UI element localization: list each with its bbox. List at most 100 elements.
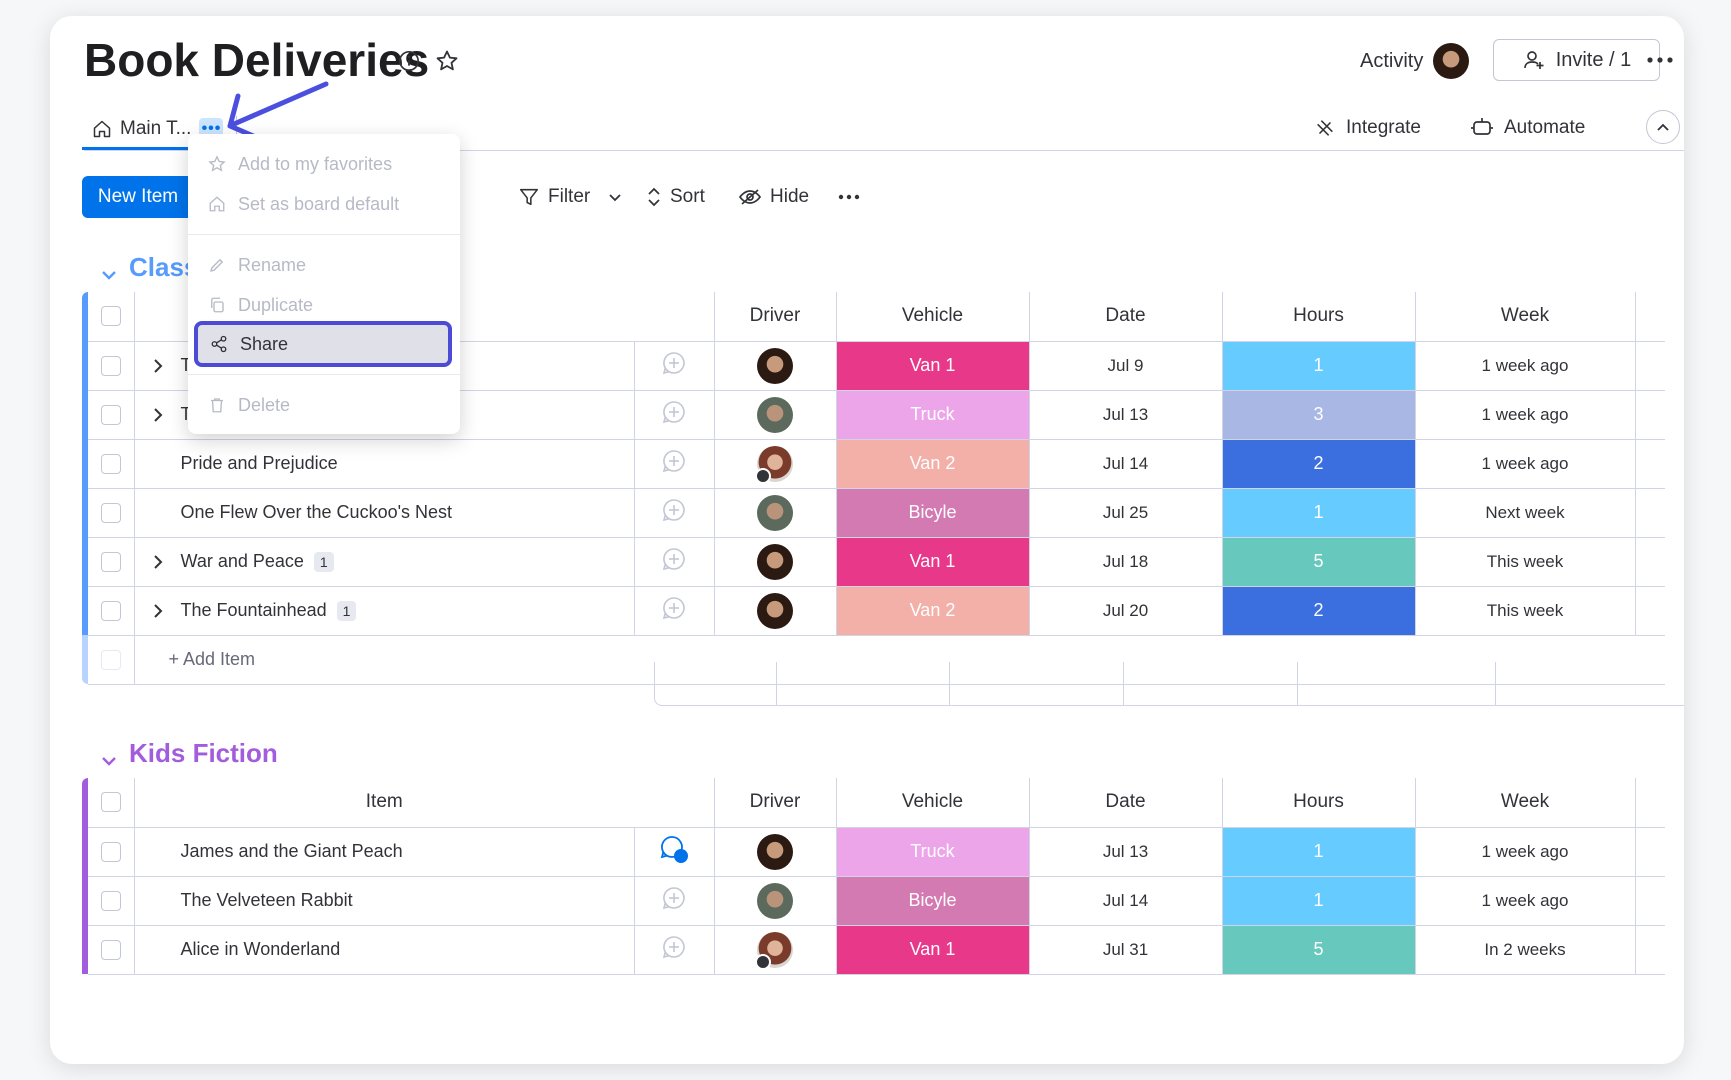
automate-button[interactable]: Automate	[1470, 110, 1585, 146]
driver-avatar[interactable]	[757, 833, 793, 870]
driver-cell[interactable]	[714, 341, 837, 391]
board-title[interactable]: Book Deliveries	[84, 34, 430, 86]
column-header-hours[interactable]: Hours	[1222, 292, 1416, 342]
row-checkbox[interactable]	[88, 341, 135, 391]
expand-subitems-icon[interactable]	[152, 554, 164, 570]
item-name-cell[interactable]: James and the Giant Peach	[134, 827, 635, 877]
column-header-vehicle[interactable]: Vehicle	[836, 292, 1030, 342]
row-checkbox[interactable]	[88, 925, 135, 975]
info-icon[interactable]	[392, 44, 426, 78]
vehicle-status-cell[interactable]: Van 2	[836, 586, 1030, 636]
hours-cell[interactable]: 1	[1222, 827, 1416, 877]
table-row[interactable]: Alice in Wonderland Van 1 Jul 31 5 In 2 week…	[82, 925, 1665, 975]
table-row[interactable]: One Flew Over the Cuckoo's Nest Bicyle Jul…	[82, 488, 1665, 538]
hours-cell[interactable]: 3	[1222, 390, 1416, 440]
updates-icon[interactable]	[634, 876, 715, 926]
date-cell[interactable]: Jul 13	[1029, 390, 1223, 440]
new-item-button[interactable]: New Item	[82, 176, 194, 218]
chevron-down-icon[interactable]	[608, 192, 622, 202]
driver-cell[interactable]	[714, 488, 837, 538]
column-header-driver[interactable]: Driver	[714, 292, 837, 342]
group-title[interactable]: Class	[129, 252, 199, 282]
vehicle-status-cell[interactable]: Van 1	[836, 537, 1030, 587]
row-checkbox[interactable]	[88, 488, 135, 538]
driver-cell[interactable]	[714, 390, 837, 440]
hours-cell[interactable]: 5	[1222, 925, 1416, 975]
date-cell[interactable]: Jul 25	[1029, 488, 1223, 538]
vehicle-status-cell[interactable]: Van 1	[836, 341, 1030, 391]
date-cell[interactable]: Jul 9	[1029, 341, 1223, 391]
date-cell[interactable]: Jul 31	[1029, 925, 1223, 975]
week-cell[interactable]: 1 week ago	[1415, 439, 1636, 489]
date-cell[interactable]: Jul 20	[1029, 586, 1223, 636]
group-title[interactable]: Kids Fiction	[129, 738, 278, 768]
row-checkbox[interactable]	[88, 537, 135, 587]
column-header-date[interactable]: Date	[1029, 778, 1223, 828]
menu-item-share[interactable]: Share	[194, 321, 452, 367]
column-header-vehicle[interactable]: Vehicle	[836, 778, 1030, 828]
expand-subitems-icon[interactable]	[152, 407, 164, 423]
driver-avatar[interactable]	[757, 882, 793, 919]
menu-item-duplicate[interactable]: Duplicate	[188, 285, 460, 325]
updates-icon[interactable]	[634, 341, 715, 391]
table-row[interactable]: Pride and Prejudice Van 2 Jul 14 2 1 week ag…	[82, 439, 1665, 489]
driver-avatar[interactable]	[755, 931, 793, 970]
driver-cell[interactable]	[714, 586, 837, 636]
more-options-icon[interactable]	[1642, 42, 1678, 78]
menu-item-add-to-my-favorites[interactable]: Add to my favorites	[188, 144, 460, 184]
vehicle-status-cell[interactable]: Bicyle	[836, 488, 1030, 538]
column-header-week[interactable]: Week	[1415, 778, 1636, 828]
hours-cell[interactable]: 2	[1222, 439, 1416, 489]
item-name-cell[interactable]: War and Peace 1	[134, 537, 635, 587]
activity-button[interactable]: Activity	[1360, 42, 1470, 80]
week-cell[interactable]: In 2 weeks	[1415, 925, 1636, 975]
menu-item-set-as-board-default[interactable]: Set as board default	[188, 184, 460, 224]
vehicle-status-cell[interactable]: Van 1	[836, 925, 1030, 975]
select-all-checkbox[interactable]	[88, 778, 135, 828]
updates-icon[interactable]	[634, 439, 715, 489]
driver-avatar[interactable]	[757, 396, 793, 433]
updates-icon[interactable]	[634, 537, 715, 587]
hours-cell[interactable]: 1	[1222, 876, 1416, 926]
driver-avatar[interactable]	[757, 592, 793, 629]
date-cell[interactable]: Jul 18	[1029, 537, 1223, 587]
table-row[interactable]: James and the Giant Peach Truck Jul 13 1 1 w…	[82, 827, 1665, 877]
date-cell[interactable]: Jul 13	[1029, 827, 1223, 877]
vehicle-status-cell[interactable]: Truck	[836, 827, 1030, 877]
hide-button[interactable]: Hide	[738, 178, 809, 216]
column-header-week[interactable]: Week	[1415, 292, 1636, 342]
driver-cell[interactable]	[714, 925, 837, 975]
subitem-count-badge[interactable]: 1	[313, 551, 334, 572]
updates-icon[interactable]	[634, 390, 715, 440]
vehicle-status-cell[interactable]: Bicyle	[836, 876, 1030, 926]
item-name-cell[interactable]: Alice in Wonderland	[134, 925, 635, 975]
date-cell[interactable]: Jul 14	[1029, 876, 1223, 926]
star-icon[interactable]	[430, 44, 464, 78]
menu-item-delete[interactable]: Delete	[188, 385, 460, 425]
date-cell[interactable]: Jul 14	[1029, 439, 1223, 489]
week-cell[interactable]: 1 week ago	[1415, 827, 1636, 877]
item-name-cell[interactable]: One Flew Over the Cuckoo's Nest	[134, 488, 635, 538]
hours-cell[interactable]: 1	[1222, 488, 1416, 538]
menu-item-rename[interactable]: Rename	[188, 245, 460, 285]
expand-subitems-icon[interactable]	[152, 603, 164, 619]
week-cell[interactable]: Next week	[1415, 488, 1636, 538]
select-all-checkbox[interactable]	[88, 292, 135, 342]
driver-avatar[interactable]	[755, 445, 793, 484]
updates-icon[interactable]	[634, 925, 715, 975]
updates-icon[interactable]	[634, 586, 715, 636]
column-header-hours[interactable]: Hours	[1222, 778, 1416, 828]
driver-avatar[interactable]	[757, 543, 793, 580]
week-cell[interactable]: 1 week ago	[1415, 876, 1636, 926]
week-cell[interactable]: This week	[1415, 537, 1636, 587]
table-row[interactable]: War and Peace 1 Van 1 Jul 18 5 This week	[82, 537, 1665, 587]
add-item-row[interactable]: + Add Item	[82, 635, 1665, 685]
column-header-driver[interactable]: Driver	[714, 778, 837, 828]
vehicle-status-cell[interactable]: Truck	[836, 390, 1030, 440]
row-checkbox[interactable]	[88, 827, 135, 877]
sort-button[interactable]: Sort	[646, 178, 705, 216]
driver-avatar[interactable]	[757, 347, 793, 384]
week-cell[interactable]: 1 week ago	[1415, 341, 1636, 391]
row-checkbox[interactable]	[88, 876, 135, 926]
